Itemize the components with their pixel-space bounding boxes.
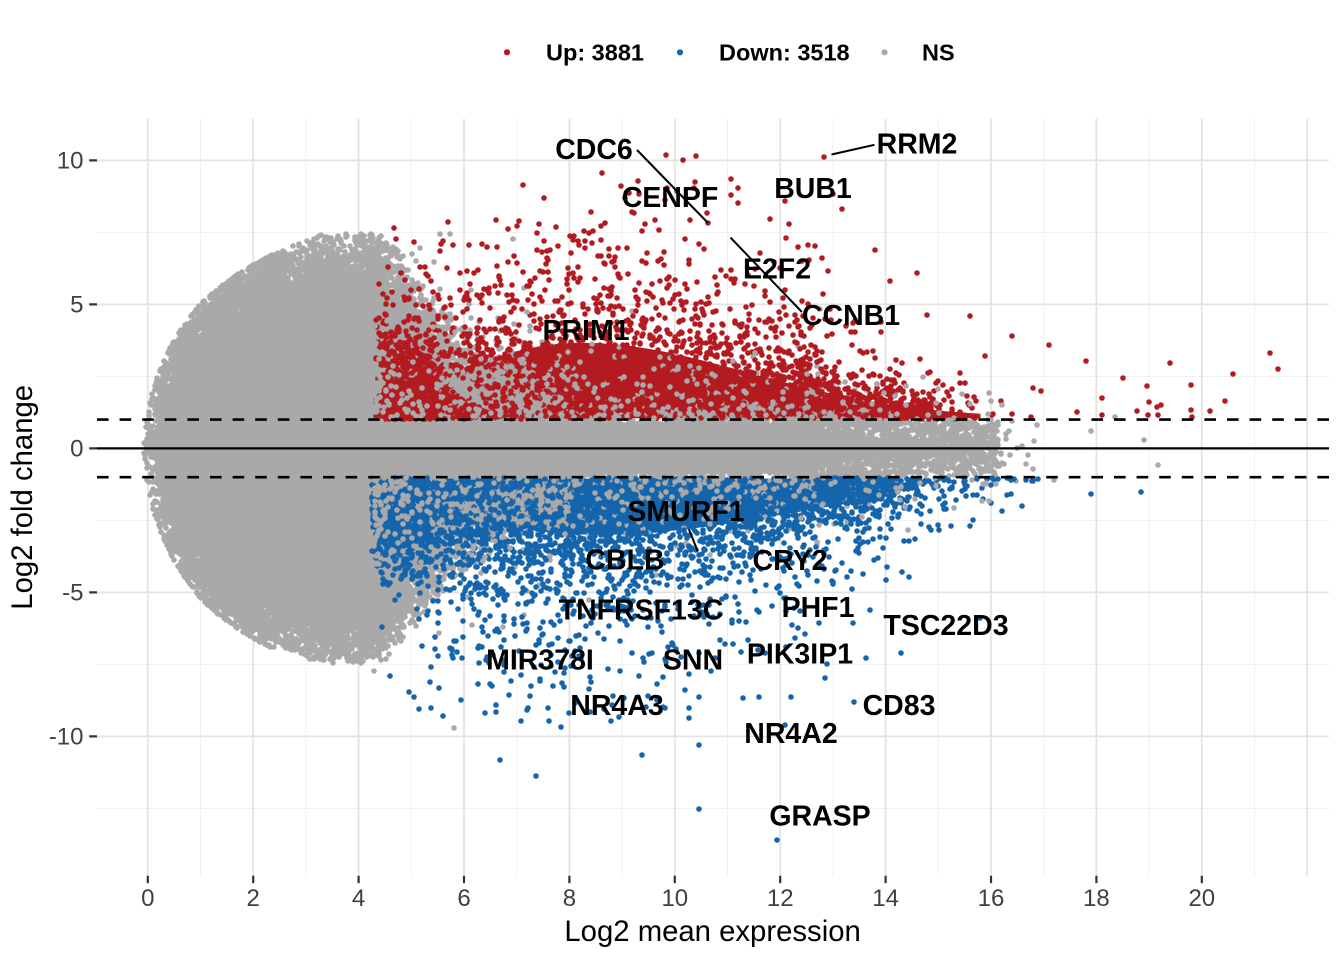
svg-text:TNFRSF13C: TNFRSF13C — [559, 595, 724, 627]
svg-text:PIK3IP1: PIK3IP1 — [747, 639, 853, 671]
svg-text:CDC6: CDC6 — [555, 134, 633, 166]
svg-text:PHF1: PHF1 — [782, 592, 855, 624]
svg-text:16: 16 — [978, 885, 1005, 912]
svg-text:Up: 3881: Up: 3881 — [546, 40, 644, 66]
svg-text:SMURF1: SMURF1 — [627, 496, 744, 528]
svg-text:18: 18 — [1083, 885, 1110, 912]
svg-text:CBLB: CBLB — [585, 545, 664, 577]
svg-text:MIR378I: MIR378I — [486, 644, 594, 676]
svg-text:12: 12 — [767, 885, 794, 912]
svg-text:0: 0 — [141, 885, 154, 912]
svg-text:-10: -10 — [49, 724, 84, 751]
svg-text:20: 20 — [1188, 885, 1215, 912]
svg-text:Log2 mean expression: Log2 mean expression — [564, 915, 860, 948]
svg-text:5: 5 — [70, 292, 83, 319]
svg-text:Log2 fold change: Log2 fold change — [6, 385, 39, 610]
svg-text:2: 2 — [247, 885, 260, 912]
svg-text:PRIM1: PRIM1 — [542, 315, 629, 347]
svg-text:0: 0 — [70, 436, 83, 463]
svg-text:NR4A3: NR4A3 — [570, 690, 663, 722]
svg-text:BUB1: BUB1 — [774, 173, 852, 205]
svg-text:6: 6 — [457, 885, 470, 912]
svg-text:CENPF: CENPF — [622, 182, 719, 214]
svg-text:CRY2: CRY2 — [753, 545, 828, 577]
svg-text:8: 8 — [563, 885, 576, 912]
svg-text:SNN: SNN — [663, 644, 723, 676]
svg-text:Down: 3518: Down: 3518 — [719, 40, 850, 66]
svg-text:RRM2: RRM2 — [877, 129, 958, 161]
svg-text:E2F2: E2F2 — [743, 253, 811, 285]
svg-text:NR4A2: NR4A2 — [744, 718, 837, 750]
svg-text:CD83: CD83 — [863, 690, 936, 722]
svg-text:GRASP: GRASP — [769, 801, 870, 833]
svg-text:10: 10 — [661, 885, 688, 912]
svg-text:-5: -5 — [62, 580, 83, 607]
svg-text:TSC22D3: TSC22D3 — [883, 610, 1008, 642]
svg-text:10: 10 — [57, 148, 84, 175]
svg-text:14: 14 — [872, 885, 899, 912]
svg-text:4: 4 — [352, 885, 365, 912]
svg-text:NS: NS — [922, 40, 955, 66]
svg-text:CCNB1: CCNB1 — [802, 300, 900, 332]
